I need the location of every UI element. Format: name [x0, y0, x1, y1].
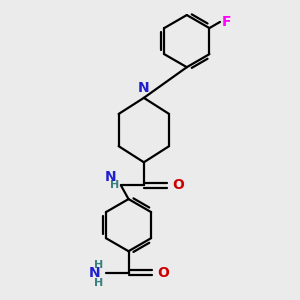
Text: N: N — [104, 170, 116, 184]
Text: F: F — [221, 15, 231, 29]
Text: H: H — [94, 260, 103, 270]
Text: O: O — [172, 178, 184, 192]
Text: N: N — [88, 266, 100, 280]
Text: N: N — [138, 81, 150, 95]
Text: H: H — [94, 278, 103, 288]
Text: H: H — [110, 180, 119, 190]
Text: O: O — [157, 266, 169, 280]
